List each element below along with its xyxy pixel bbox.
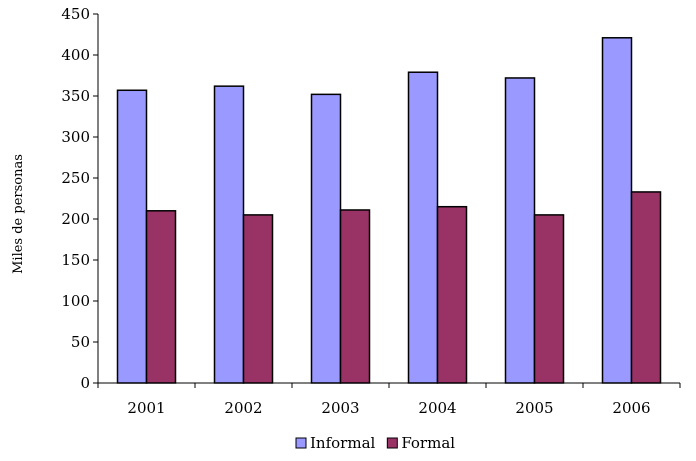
bars — [116, 37, 662, 384]
bar-formal-2001 — [145, 210, 177, 384]
bar-informal-2004 — [407, 71, 439, 384]
bar-informal-2001 — [116, 89, 148, 384]
legend-label-informal: Informal — [310, 434, 376, 452]
y-tick-label: 250 — [61, 169, 90, 187]
x-tick-label: 2004 — [418, 399, 456, 417]
bar-informal-2005 — [504, 77, 536, 384]
y-tick-label: 300 — [61, 128, 90, 146]
bar-informal-2006 — [601, 37, 633, 384]
legend-swatch-informal — [295, 437, 307, 449]
bar-informal-2002 — [213, 85, 245, 384]
x-tick-label: 2001 — [127, 399, 165, 417]
y-axis-label: Miles de personas — [11, 154, 26, 274]
x-tick-label: 2006 — [612, 399, 650, 417]
y-tick-label: 200 — [61, 210, 90, 228]
x-tick-label: 2002 — [224, 399, 262, 417]
y-axis: 0 50 100 150 200 250 300 350 400 450 — [61, 5, 99, 392]
x-tick-label: 2003 — [321, 399, 359, 417]
x-axis: 2001 2002 2003 2004 2005 2006 — [97, 382, 681, 417]
bar-formal-2002 — [242, 214, 274, 384]
bar-informal-2003 — [310, 93, 342, 384]
y-tick-label: 450 — [61, 5, 90, 23]
bar-formal-2004 — [436, 205, 468, 384]
y-tick-label: 50 — [71, 333, 90, 351]
legend-label-formal: Formal — [401, 434, 455, 452]
x-tick-label: 2005 — [515, 399, 553, 417]
bar-formal-2003 — [339, 209, 371, 384]
y-tick-label: 0 — [80, 374, 90, 392]
legend: Informal Formal — [295, 434, 455, 452]
y-tick-label: 350 — [61, 87, 90, 105]
bar-formal-2005 — [533, 214, 565, 384]
y-tick-label: 150 — [61, 251, 90, 269]
y-tick-label: 400 — [61, 46, 90, 64]
y-tick-label: 100 — [61, 292, 90, 310]
bar-formal-2006 — [630, 191, 662, 384]
legend-swatch-formal — [386, 437, 398, 449]
